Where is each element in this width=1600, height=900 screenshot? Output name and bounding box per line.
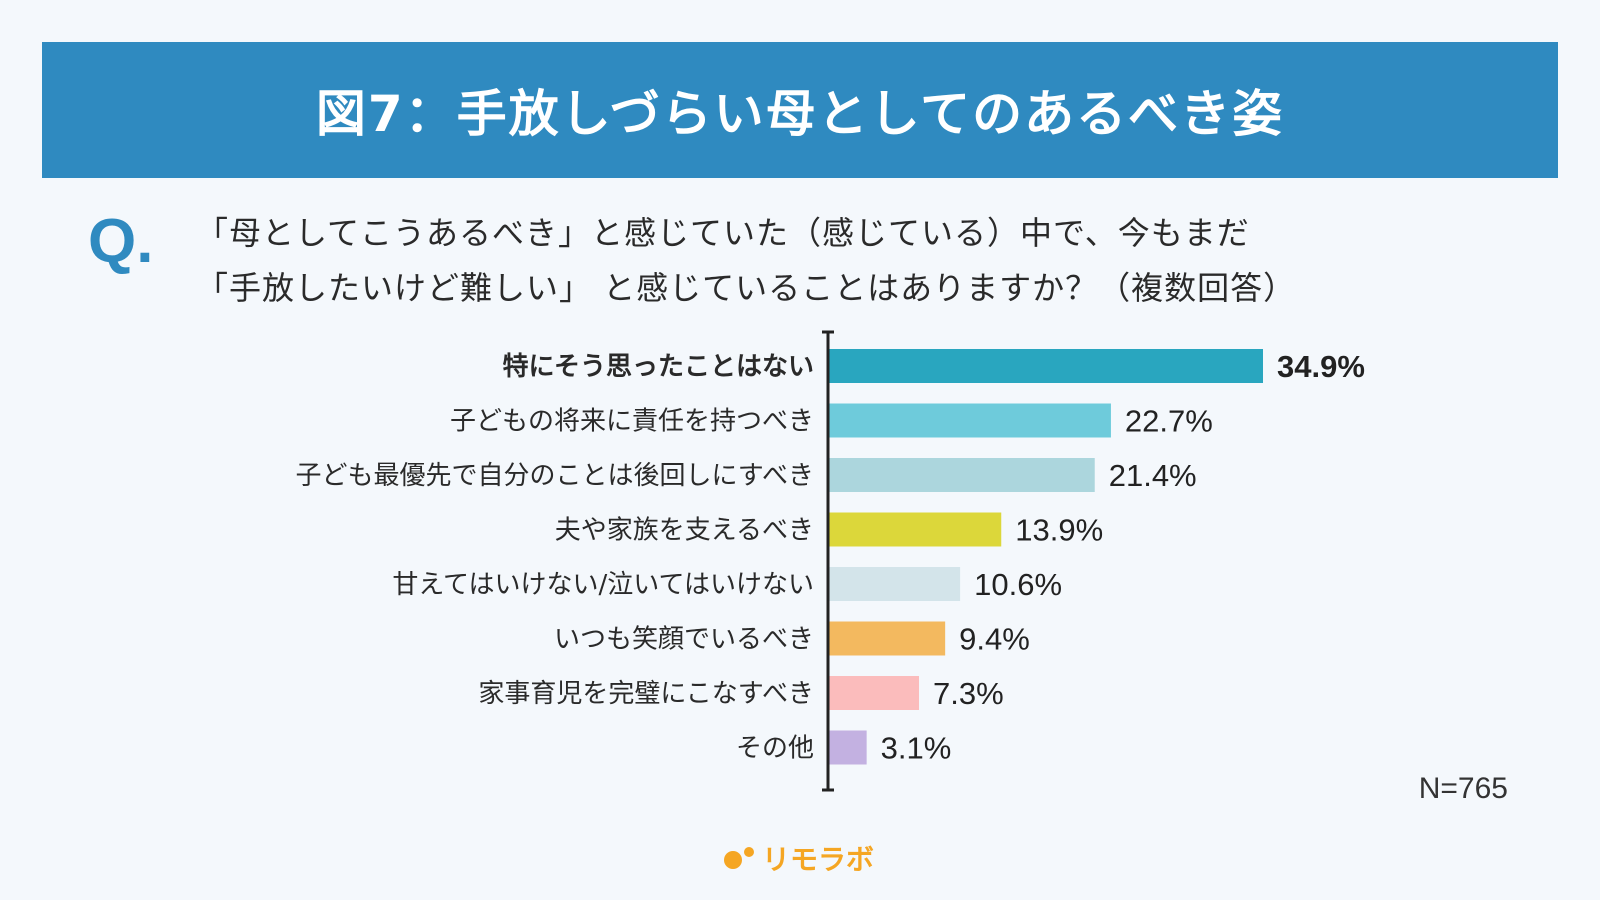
- category-label-3: 夫や家族を支えるべき: [555, 516, 814, 546]
- question-line-1: 「母としてこうあるべき」と感じていた（感じている）中で、今もまだ: [196, 214, 1250, 252]
- bar-3: [828, 512, 1002, 547]
- value-label-7: 3.1%: [881, 731, 952, 766]
- bar-5: [828, 621, 946, 656]
- question-text: 「母としてこうあるべき」と感じていた（感じている）中で、今もまだ 「手放したいけ…: [196, 206, 1496, 316]
- sample-size-note: N=765: [1418, 772, 1508, 805]
- value-label-0: 34.9%: [1277, 349, 1365, 384]
- category-label-4: 甘えてはいけない/泣いてはいけない: [392, 570, 814, 600]
- value-label-5: 9.4%: [959, 622, 1030, 657]
- bar-4: [828, 567, 961, 601]
- bar-0: [828, 349, 1263, 383]
- bar-2: [828, 458, 1095, 492]
- value-label-6: 7.3%: [933, 676, 1004, 711]
- value-label-3: 13.9%: [1015, 513, 1103, 548]
- value-label-1: 22.7%: [1125, 404, 1213, 439]
- bar-7: [828, 730, 867, 765]
- brand-name: リモラボ: [762, 843, 875, 876]
- page-title: 図7：手放しづらい母としてのあるべき姿: [315, 85, 1285, 143]
- value-label-4: 10.6%: [974, 567, 1062, 602]
- bar-6: [828, 676, 919, 710]
- question-line-2: 「手放したいけど難しい」 と感じていることはありますか？（複数回答）: [196, 269, 1297, 307]
- value-label-2: 21.4%: [1109, 458, 1197, 493]
- bar-1: [828, 403, 1111, 438]
- category-label-6: 家事育児を完璧にこなすべき: [478, 679, 814, 709]
- title-banner: 図7：手放しづらい母としてのあるべき姿: [42, 42, 1558, 178]
- category-label-2: 子ども最優先で自分のことは後回しにすべき: [296, 461, 814, 491]
- category-label-7: その他: [736, 734, 814, 764]
- category-label-1: 子どもの将来に責任を持つべき: [450, 407, 814, 437]
- category-label-0: 特にそう思ったことはない: [503, 351, 814, 382]
- brand-logo: リモラボ: [722, 838, 874, 878]
- question-mark: Q.: [88, 207, 154, 276]
- brand-dots-icon: [724, 847, 754, 869]
- category-label-5: いつも笑顔でいるべき: [554, 625, 814, 655]
